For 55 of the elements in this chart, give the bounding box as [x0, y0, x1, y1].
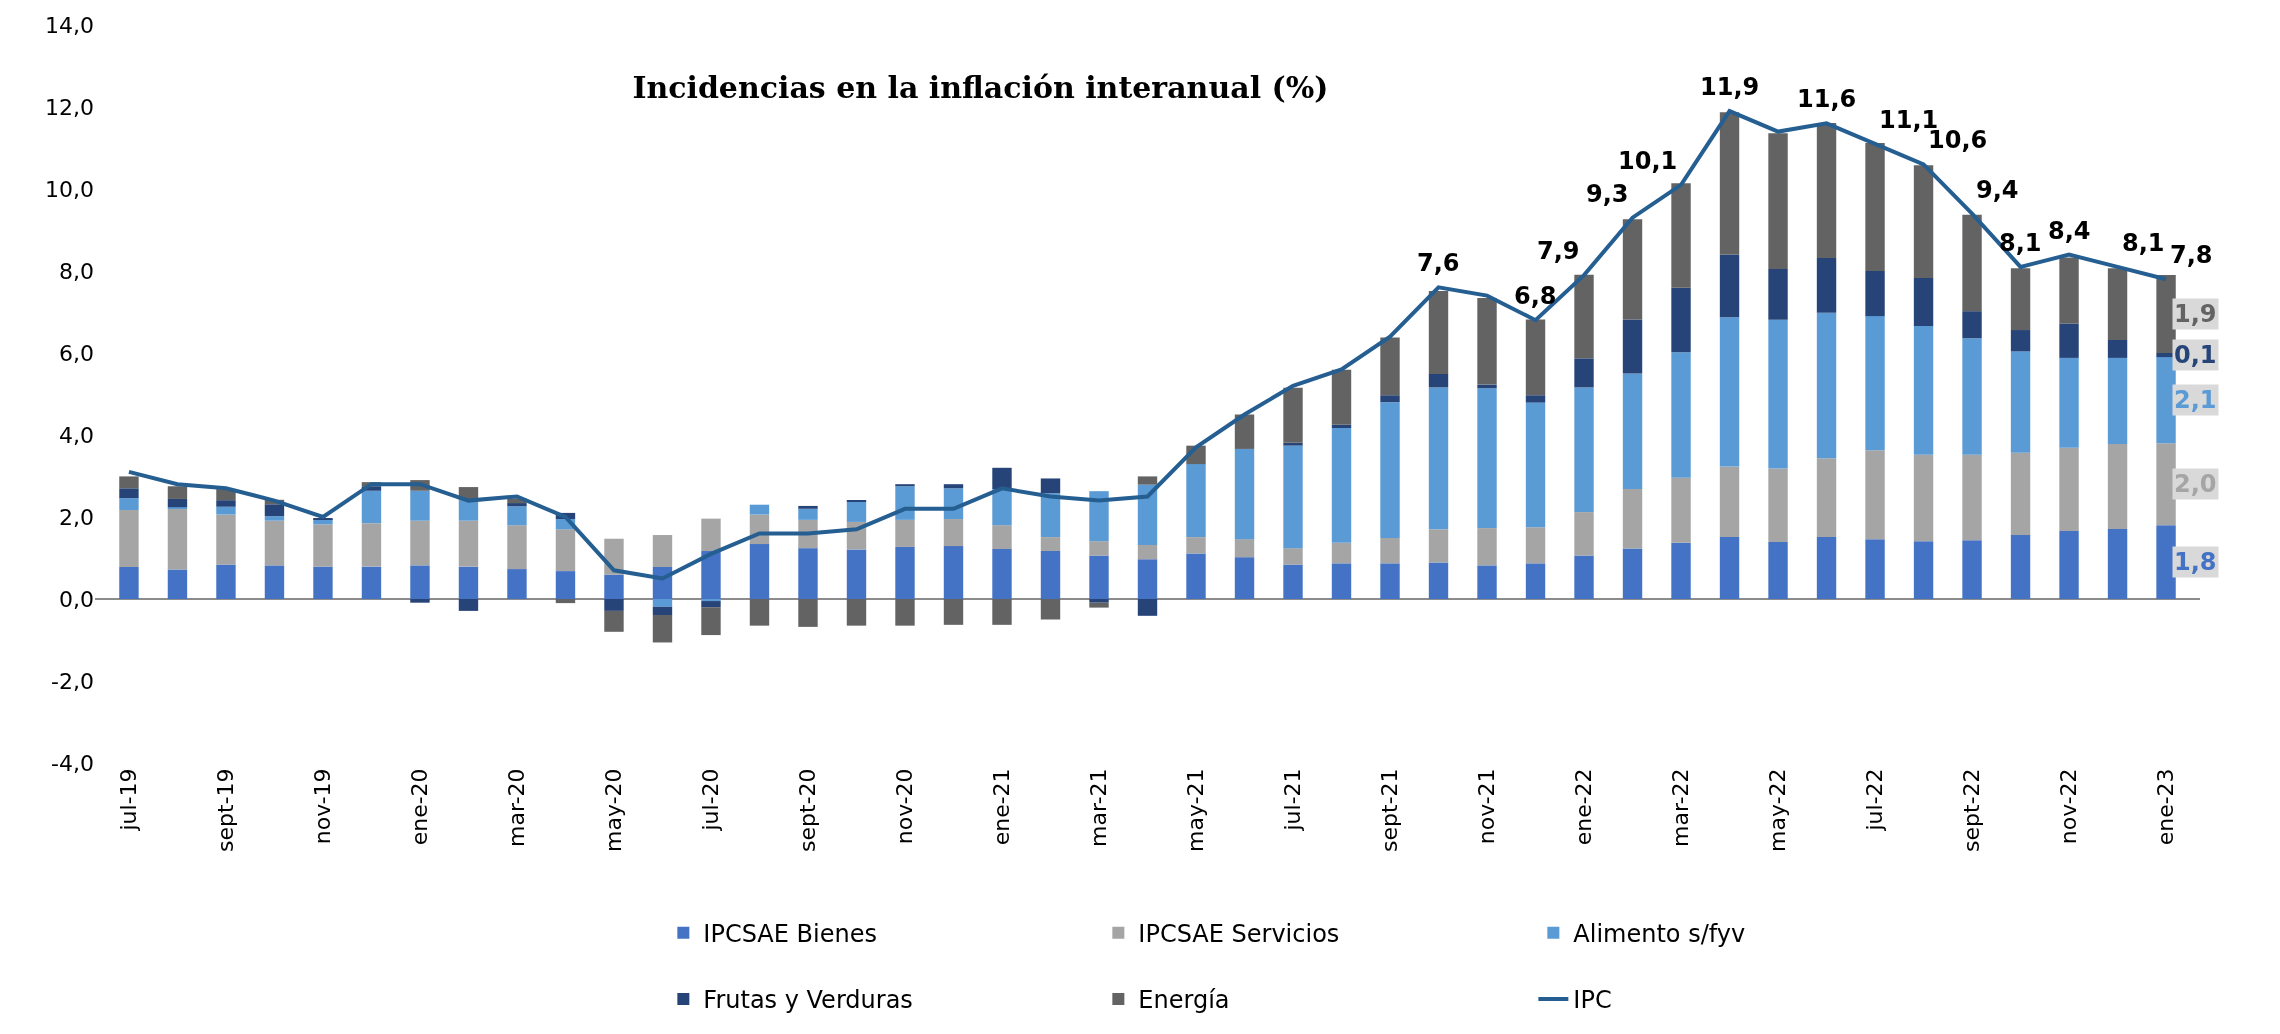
x-tick-label: nov-19: [310, 768, 336, 845]
x-tick-label: mar-22: [1668, 768, 1694, 847]
data-label: 11,6: [1797, 85, 1857, 113]
x-tick-label: jul-20: [698, 768, 724, 832]
data-label: 9,4: [1976, 176, 2019, 204]
legend-label: IPCSAE Servicios: [1138, 920, 1340, 949]
data-label: 7,6: [1417, 249, 1460, 277]
legend-label: Energía: [1138, 986, 1230, 1015]
data-label: 8,4: [2048, 217, 2091, 245]
x-tick-label: may-20: [601, 768, 627, 852]
y-tick-label: 2,0: [59, 504, 94, 530]
data-label: 9,3: [1586, 180, 1629, 208]
data-label: 8,1: [2122, 229, 2165, 257]
x-tick-label: jul-19: [116, 768, 142, 832]
x-tick-label: may-22: [1765, 768, 1791, 852]
y-tick-label: 6,0: [59, 340, 94, 366]
data-label: 8,1: [1999, 229, 2042, 257]
y-tick-label: -2,0: [51, 668, 94, 694]
data-label: 10,1: [1618, 147, 1678, 175]
legend-label: Frutas y Verduras: [703, 986, 913, 1015]
text: Incidencias en la inflación interanual (%): [632, 70, 1329, 106]
x-tick-label: ene-20: [407, 768, 433, 846]
x-tick-label: ene-21: [989, 768, 1015, 846]
x-tick-label: mar-20: [504, 768, 530, 847]
y-tick-label: 8,0: [59, 258, 94, 284]
x-tick-label: nov-22: [2056, 768, 2082, 845]
x-tick-label: sept-22: [1959, 768, 1985, 852]
x-tick-label: sept-19: [213, 768, 239, 852]
data-label: 0,1: [2174, 341, 2217, 369]
legend-label: IPC: [1573, 986, 1612, 1015]
x-tick-label: nov-20: [892, 768, 918, 845]
x-tick-label: jul-22: [1862, 768, 1888, 832]
x-tick-label: ene-23: [2153, 768, 2179, 846]
x-tick-label: may-21: [1183, 768, 1209, 852]
data-label: 1,9: [2174, 300, 2217, 328]
x-tick-label: mar-21: [1086, 768, 1112, 847]
x-tick-label: nov-21: [1474, 768, 1500, 845]
data-label: 2,1: [2174, 386, 2217, 414]
x-tick-label: sept-20: [795, 768, 821, 852]
data-label: 7,9: [1537, 237, 1580, 265]
data-label: 7,8: [2170, 241, 2213, 269]
y-tick-label: 14,0: [45, 12, 94, 38]
y-tick-label: 0,0: [59, 586, 94, 612]
y-tick-label: -4,0: [51, 750, 94, 776]
data-label: 11,9: [1700, 73, 1760, 101]
data-label: 1,8: [2174, 548, 2217, 576]
y-tick-label: 12,0: [45, 94, 94, 120]
x-tick-label: sept-21: [1377, 768, 1403, 852]
data-label: 6,8: [1514, 282, 1557, 310]
y-tick-label: 4,0: [59, 422, 94, 448]
legend-label: Alimento s/fyv: [1573, 920, 1746, 949]
y-tick-label: 10,0: [45, 176, 94, 202]
legend-label: IPCSAE Bienes: [703, 920, 877, 949]
x-tick-label: ene-22: [1571, 768, 1597, 846]
x-tick-label: jul-21: [1280, 768, 1306, 832]
